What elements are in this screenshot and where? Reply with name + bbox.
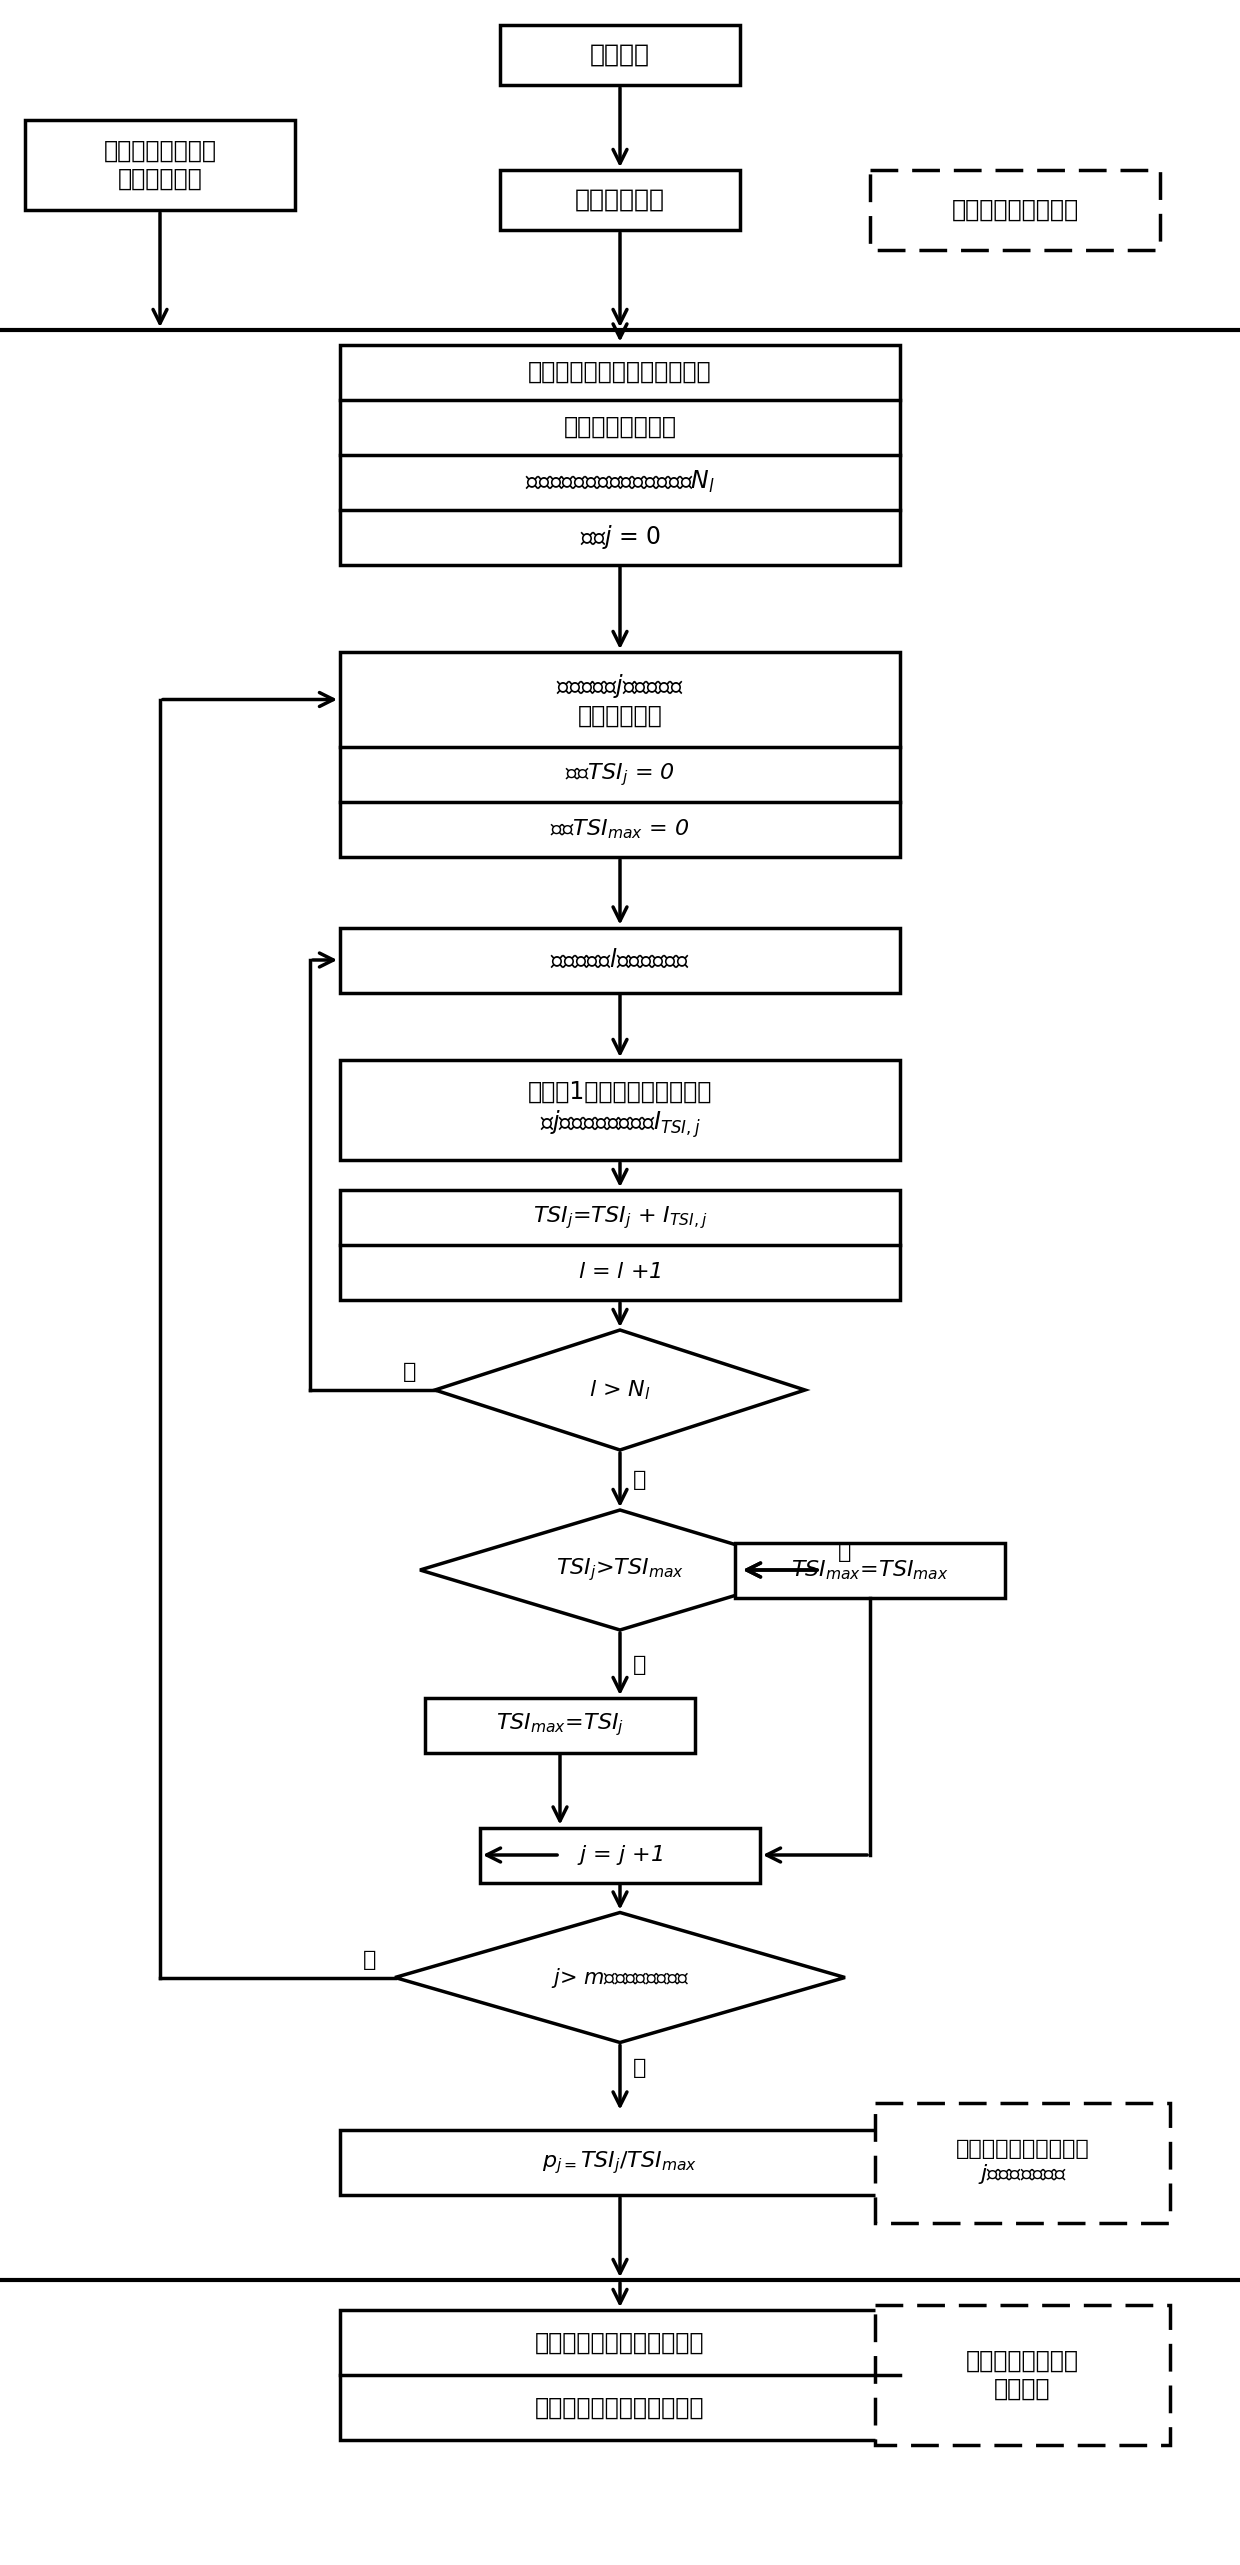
Text: 建立动态无功备用优化模型: 建立动态无功备用优化模型 [536, 2332, 704, 2355]
Text: $l$ > $N_l$: $l$ > $N_l$ [589, 1377, 651, 1403]
Text: 稳定结果文件: 稳定结果文件 [575, 187, 665, 213]
Bar [875, 2103, 1171, 2221]
Text: $p_{j=}TSI_j /TSI_{max}$: $p_{j=}TSI_j /TSI_{max}$ [542, 2149, 698, 2175]
Text: 否: 否 [838, 1542, 852, 1562]
Text: $j$> $m$（所有无功源数）: $j$> $m$（所有无功源数） [551, 1965, 689, 1990]
Text: 设置$TSI_{max}$ = 0: 设置$TSI_{max}$ = 0 [551, 818, 689, 841]
Text: $TSI_{max}$=$TSI_{max}$: $TSI_{max}$=$TSI_{max}$ [791, 1557, 949, 1583]
Text: 动态无功备用协调
优化部分: 动态无功备用协调 优化部分 [966, 2350, 1079, 2401]
Text: 否: 否 [403, 1362, 417, 1383]
Text: 基础数据的准备部分: 基础数据的准备部分 [951, 198, 1079, 223]
Bar [480, 1826, 760, 1883]
Text: $l$ = $l$ +1: $l$ = $l$ +1 [578, 1262, 662, 1282]
Bar [500, 26, 740, 85]
Bar [340, 652, 900, 857]
Text: 确定关键故障集合，关键故障数$N_l$: 确定关键故障集合，关键故障数$N_l$ [525, 469, 715, 495]
Text: 是: 是 [634, 2057, 647, 2078]
Text: 是: 是 [634, 1470, 647, 1490]
Bar [25, 121, 295, 210]
Bar [875, 2306, 1171, 2444]
Bar [340, 344, 900, 564]
Text: $TSI_{max}$=$TSI_j$: $TSI_{max}$=$TSI_j$ [496, 1711, 624, 1739]
Polygon shape [435, 1331, 805, 1449]
Bar [870, 169, 1159, 249]
Text: 设置$j$ = 0: 设置$j$ = 0 [579, 523, 661, 551]
Bar [425, 1698, 694, 1752]
Polygon shape [396, 1913, 844, 2042]
Bar [340, 2129, 900, 2196]
Bar [340, 1190, 900, 1300]
Text: 确定关键节点集合: 确定关键节点集合 [563, 416, 677, 439]
Text: $TSI_j$=$TSI_j$ + $I_{TSI, j}$: $TSI_j$=$TSI_j$ + $I_{TSI, j}$ [533, 1203, 707, 1231]
Text: $TSI_j$>$TSI_{max}$: $TSI_j$>$TSI_{max}$ [556, 1557, 684, 1583]
Text: 对所有稳定计算结果进行分析: 对所有稳定计算结果进行分析 [528, 359, 712, 385]
Bar [340, 1059, 900, 1159]
Bar [500, 169, 740, 231]
Text: 求取动态无功备用设备
$j$的参与因子部分: 求取动态无功备用设备 $j$的参与因子部分 [956, 2139, 1090, 2185]
Text: 稳定计算: 稳定计算 [590, 44, 650, 67]
Text: 对关键故障$l$进行稳定计算: 对关键故障$l$进行稳定计算 [551, 949, 689, 972]
Text: 根据式1计算单个故障下无功
源$j$的轨迹灵敏度指标$I_{TSI, j}$: 根据式1计算单个故障下无功 源$j$的轨迹灵敏度指标$I_{TSI, j}$ [528, 1080, 712, 1139]
Text: 是: 是 [634, 1654, 647, 1675]
Text: 采用遗传算法求解优化模型: 采用遗传算法求解优化模型 [536, 2396, 704, 2419]
Bar [340, 929, 900, 993]
Text: 调整无功源$j$无功出力，
进行潮流计算: 调整无功源$j$无功出力， 进行潮流计算 [557, 672, 683, 728]
Polygon shape [420, 1511, 820, 1629]
Text: $j$ = $j$ +1: $j$ = $j$ +1 [577, 1844, 663, 1867]
Bar [340, 2311, 900, 2439]
Text: 设置$TSI_j$ = 0: 设置$TSI_j$ = 0 [565, 762, 675, 787]
Text: 潮流稳定数据文件
故障定义文件: 潮流稳定数据文件 故障定义文件 [103, 139, 217, 190]
Text: 否: 否 [363, 1949, 377, 1970]
Bar [735, 1542, 1004, 1598]
